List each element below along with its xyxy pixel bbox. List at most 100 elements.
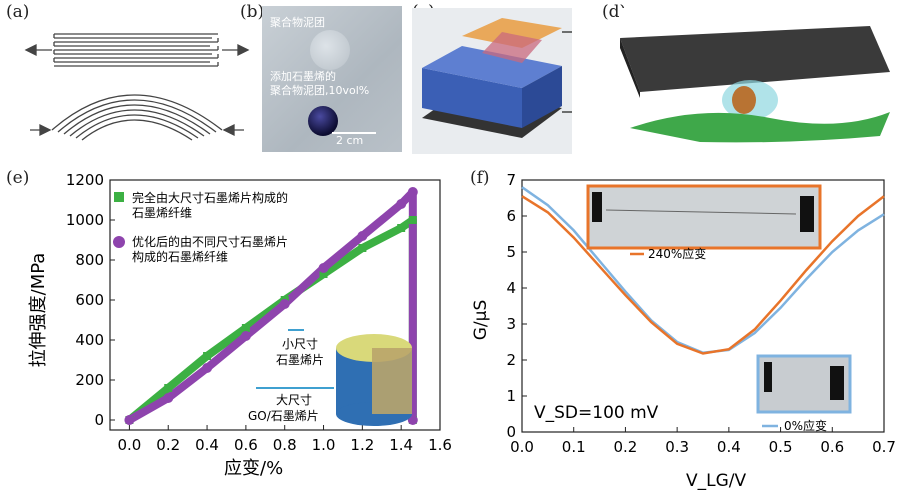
annotation-small-2: 石墨烯片 <box>276 353 324 367</box>
y-tick-label: 4 <box>506 279 516 297</box>
molecule-core <box>732 86 756 114</box>
x-tick-label: 0.4 <box>195 436 219 454</box>
chart-f-frame <box>521 179 885 433</box>
inset-240-strain <box>586 184 822 250</box>
y-tick-label: 1200 <box>66 171 104 189</box>
conductance-chart: 0.0 0.1 0.2 0.3 0.4 0.5 0.6 0.7 0 1 2 3 4 5 6 7 240%应变… <box>471 171 896 491</box>
annotation-small-1: 小尺寸 <box>282 337 318 351</box>
chart-f-ylabel: G/μS <box>471 300 491 341</box>
x-tick-label: 0.0 <box>510 438 534 456</box>
data-point <box>396 199 407 209</box>
y-tick-label: 400 <box>75 331 104 349</box>
y-tick-label: 0 <box>94 411 104 429</box>
bent-serpentine <box>51 94 223 141</box>
data-point <box>357 231 368 241</box>
y-tick-label: 6 <box>506 207 516 225</box>
x-tick-label: 0.2 <box>613 438 637 456</box>
x-tick-label: 0.7 <box>872 438 896 456</box>
arrow-left-icon <box>24 43 37 57</box>
legend-purple-label-1: 优化后的由不同尺寸石墨烯片 <box>132 234 288 249</box>
legend-purple-label-2: 构成的石墨烯纤维 <box>132 249 228 264</box>
graphene-putty-ball <box>308 106 338 136</box>
substrate-side <box>522 66 562 128</box>
chart-f-xlabel: V_LG/V <box>686 471 747 491</box>
y-tick-label: 600 <box>75 291 104 309</box>
polymer-putty-blob <box>310 30 350 70</box>
data-point <box>318 263 329 273</box>
y-tick-label: 200 <box>75 371 104 389</box>
serpentine-fiber-diagram <box>24 33 250 141</box>
arrow-in-right-icon <box>222 123 235 137</box>
x-tick-label: 0.4 <box>717 438 741 456</box>
substrate-top <box>422 46 562 88</box>
legend-240-label: 240%应变 <box>648 246 706 261</box>
panel-label-a: (a) <box>6 2 30 22</box>
graphene-sheet <box>630 112 890 143</box>
graphene-putty-label-1: 添加石墨烯的 <box>270 70 336 83</box>
legend-purple-marker <box>113 236 125 248</box>
data-point <box>202 363 213 373</box>
y-tick-label: 7 <box>506 171 516 189</box>
x-tick-label: 1.6 <box>428 436 452 454</box>
data-point <box>407 187 418 197</box>
simulation-rendering <box>620 8 900 148</box>
graphene-channel <box>482 32 542 63</box>
data-point <box>241 324 250 332</box>
x-tick-label: 0.3 <box>665 438 689 456</box>
data-point <box>358 244 367 252</box>
straight-serpentine <box>53 33 219 67</box>
orange-series-line <box>521 195 885 355</box>
annotation-large-2: GO/石墨烯片 <box>248 409 319 423</box>
x-tick-label: 0.8 <box>273 436 297 454</box>
y-tick-label: 0 <box>506 423 516 441</box>
circuit-wire <box>562 31 572 113</box>
data-point <box>203 352 212 360</box>
tip-block <box>620 26 890 92</box>
y-tick-label: 3 <box>506 315 516 333</box>
annotation-large-1: 大尺寸 <box>276 393 312 407</box>
legend-green-marker <box>114 192 124 202</box>
x-tick-label: 1.2 <box>350 436 374 454</box>
y-tick-label: 5 <box>506 243 516 261</box>
y-tick-label: 800 <box>75 251 104 269</box>
data-point <box>164 384 173 392</box>
arrow-right-icon <box>237 43 250 57</box>
chart-e-frame <box>109 179 441 431</box>
x-tick-label: 1.0 <box>312 436 336 454</box>
data-point <box>397 224 406 232</box>
x-tick-label: 0.5 <box>769 438 793 456</box>
chart-e-ylabel: 拉伸强度/MPa <box>28 253 49 368</box>
chart-f-annotation: V_SD=100 mV <box>534 403 659 423</box>
graphene-putty-label-2: 聚合物泥团,10vol% <box>270 84 370 97</box>
y-tick-label: 2 <box>506 351 516 369</box>
data-point <box>163 393 174 403</box>
x-tick-label: 0.0 <box>117 436 141 454</box>
y-tick-label: 1000 <box>66 211 104 229</box>
legend-green-label-2: 石墨烯纤维 <box>132 206 192 220</box>
polymer-putty-photo: 聚合物泥团 添加石墨烯的 聚合物泥团,10vol% 2 cm <box>262 6 402 152</box>
data-point <box>279 299 290 309</box>
x-tick-label: 0.1 <box>562 438 586 456</box>
data-point <box>319 270 328 278</box>
data-point <box>408 216 417 224</box>
putty-label: 聚合物泥团 <box>270 16 325 29</box>
arrow-in-left-icon <box>39 123 52 137</box>
x-tick-label: 0.6 <box>234 436 258 454</box>
data-point <box>124 415 135 425</box>
legend-green-label-1: 完全由大尺寸石墨烯片构成的 <box>132 190 288 205</box>
device-rendering <box>412 8 572 154</box>
purple-series-line <box>127 188 417 424</box>
chart-e-xlabel: 应变/% <box>224 458 283 479</box>
panel-label-e: (e) <box>6 168 30 188</box>
y-tick-label: 1 <box>506 387 516 405</box>
fiber-cylinder-illustration <box>336 334 412 426</box>
tensile-chart: 0.0 0.2 0.4 0.6 0.8 1.0 1.2 1.4 1.6 0 200 400 600 80… <box>28 171 452 479</box>
panel-label-b: (b) <box>240 2 265 22</box>
panel-label-f: (f) <box>470 168 490 188</box>
scale-bar-label: 2 cm <box>336 134 364 147</box>
x-tick-label: 0.6 <box>820 438 844 456</box>
legend-0-label: 0%应变 <box>784 418 827 433</box>
x-tick-label: 1.4 <box>389 436 413 454</box>
scale-bar <box>332 132 376 134</box>
data-point <box>240 331 251 341</box>
